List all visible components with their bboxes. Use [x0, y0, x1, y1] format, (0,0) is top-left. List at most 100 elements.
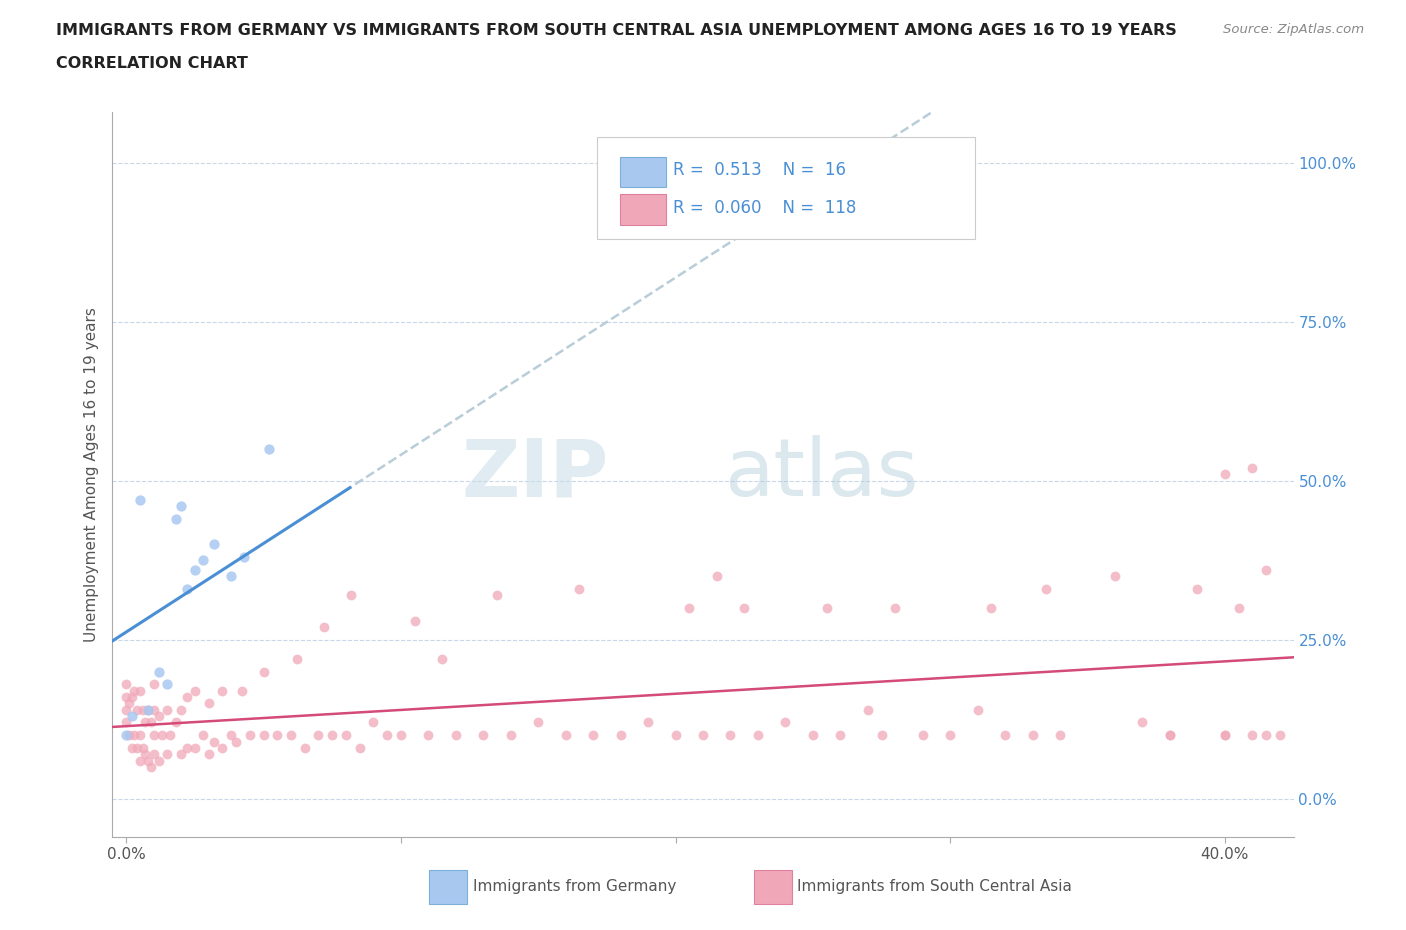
- Point: [131, 702, 153, 717]
- Text: CORRELATION CHART: CORRELATION CHART: [56, 56, 247, 71]
- Point: [225, 734, 247, 749]
- Point: [1268, 728, 1291, 743]
- Point: [129, 728, 152, 743]
- Point: [134, 715, 156, 730]
- Point: [308, 728, 330, 743]
- Point: [884, 601, 907, 616]
- Point: [124, 684, 146, 698]
- Point: [115, 677, 138, 692]
- Point: [148, 753, 170, 768]
- Point: [349, 740, 371, 755]
- Point: [884, 155, 907, 170]
- Point: [150, 728, 173, 743]
- Point: [472, 728, 495, 743]
- Point: [202, 537, 225, 551]
- Point: [197, 696, 219, 711]
- Point: [266, 728, 288, 743]
- Point: [129, 684, 152, 698]
- Point: [1241, 728, 1264, 743]
- Point: [156, 702, 179, 717]
- Point: [191, 552, 214, 567]
- Point: [375, 728, 398, 743]
- Point: [994, 728, 1017, 743]
- Point: [280, 728, 302, 743]
- Point: [184, 684, 207, 698]
- Text: atlas: atlas: [724, 435, 918, 513]
- Point: [706, 568, 728, 583]
- Point: [568, 581, 591, 596]
- Point: [115, 715, 138, 730]
- Point: [252, 728, 274, 743]
- Point: [219, 728, 242, 743]
- Point: [856, 702, 879, 717]
- Point: [527, 715, 550, 730]
- Point: [1104, 568, 1126, 583]
- Point: [499, 728, 522, 743]
- Point: [118, 728, 141, 743]
- FancyBboxPatch shape: [754, 870, 792, 904]
- Point: [294, 740, 316, 755]
- Point: [340, 588, 363, 603]
- Y-axis label: Unemployment Among Ages 16 to 19 years: Unemployment Among Ages 16 to 19 years: [84, 307, 100, 642]
- Point: [202, 734, 225, 749]
- Point: [115, 689, 138, 704]
- Point: [159, 728, 181, 743]
- Point: [219, 568, 242, 583]
- Point: [870, 728, 893, 743]
- Text: ZIP: ZIP: [461, 435, 609, 513]
- Point: [124, 728, 146, 743]
- Point: [939, 728, 962, 743]
- Point: [404, 613, 426, 628]
- Point: [176, 740, 198, 755]
- Point: [1227, 601, 1250, 616]
- Point: [121, 689, 143, 704]
- Point: [801, 728, 824, 743]
- FancyBboxPatch shape: [596, 137, 974, 239]
- Text: Source: ZipAtlas.com: Source: ZipAtlas.com: [1223, 23, 1364, 36]
- Point: [139, 760, 162, 775]
- FancyBboxPatch shape: [620, 156, 666, 187]
- Point: [131, 740, 153, 755]
- Text: R =  0.513    N =  16: R = 0.513 N = 16: [673, 162, 846, 179]
- Point: [148, 709, 170, 724]
- Point: [176, 689, 198, 704]
- Point: [233, 550, 256, 565]
- FancyBboxPatch shape: [620, 194, 666, 225]
- Point: [678, 601, 700, 616]
- Point: [136, 753, 159, 768]
- Point: [430, 651, 453, 666]
- Text: R =  0.060    N =  118: R = 0.060 N = 118: [673, 199, 856, 217]
- Point: [1132, 715, 1154, 730]
- Point: [165, 512, 187, 526]
- Point: [554, 728, 576, 743]
- Point: [211, 740, 233, 755]
- Point: [747, 728, 769, 743]
- Point: [335, 728, 357, 743]
- Point: [170, 498, 193, 513]
- Point: [134, 747, 156, 762]
- Point: [1241, 460, 1264, 475]
- FancyBboxPatch shape: [429, 870, 467, 904]
- Point: [664, 728, 686, 743]
- Point: [127, 740, 149, 755]
- Point: [142, 747, 165, 762]
- Point: [121, 740, 143, 755]
- Text: Immigrants from South Central Asia: Immigrants from South Central Asia: [797, 879, 1073, 894]
- Text: IMMIGRANTS FROM GERMANY VS IMMIGRANTS FROM SOUTH CENTRAL ASIA UNEMPLOYMENT AMONG: IMMIGRANTS FROM GERMANY VS IMMIGRANTS FR…: [56, 23, 1177, 38]
- Point: [115, 702, 138, 717]
- Point: [1035, 581, 1057, 596]
- Point: [257, 442, 280, 457]
- Point: [170, 747, 193, 762]
- Point: [733, 601, 755, 616]
- Point: [148, 664, 170, 679]
- Point: [830, 728, 852, 743]
- Point: [136, 702, 159, 717]
- Point: [142, 728, 165, 743]
- Point: [363, 715, 385, 730]
- Point: [197, 747, 219, 762]
- Point: [139, 715, 162, 730]
- Point: [165, 715, 187, 730]
- Point: [170, 702, 193, 717]
- Point: [637, 715, 659, 730]
- Point: [1254, 728, 1277, 743]
